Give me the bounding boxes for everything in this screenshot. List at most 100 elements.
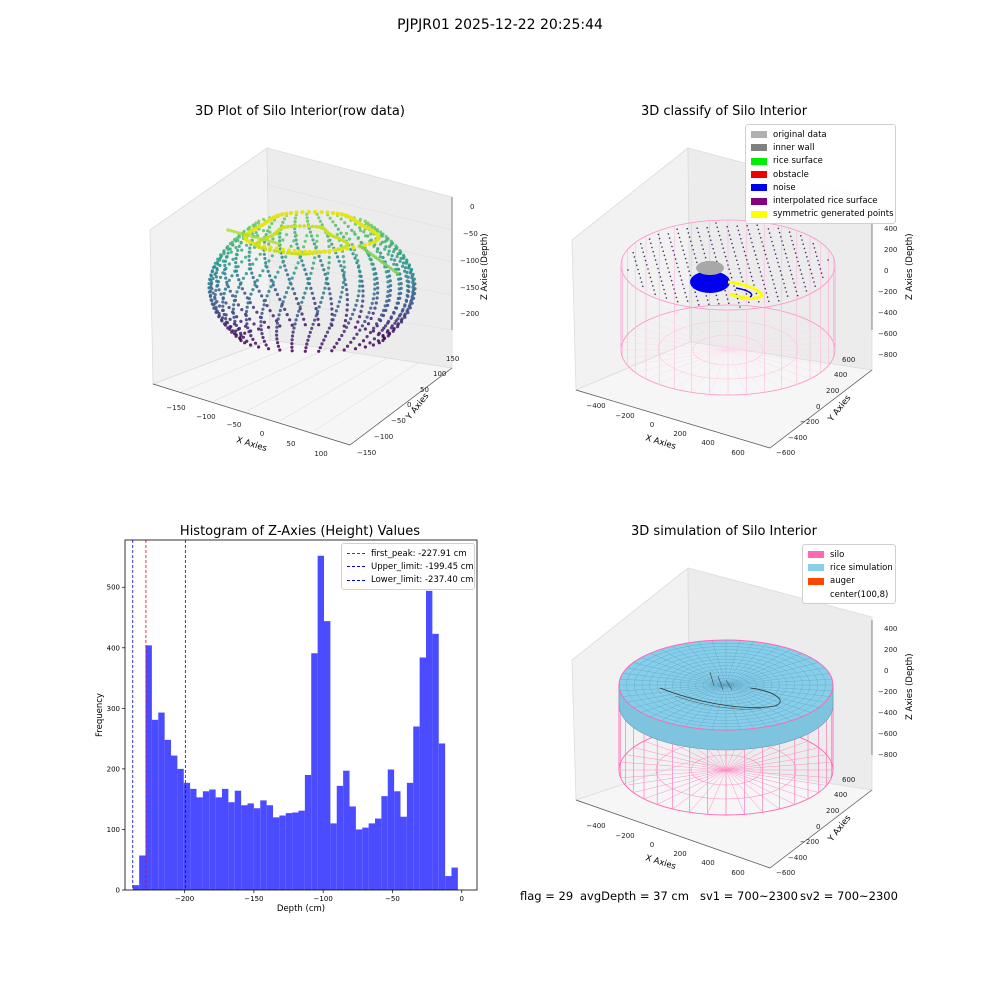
- raw-3d-plot: −150 −100 −50 0 50 100 150 100 50 0 −50 …: [149, 147, 490, 458]
- histogram-bar: [432, 633, 439, 890]
- histogram-bar: [196, 797, 203, 890]
- sim-y-tick: −400: [788, 854, 807, 862]
- classify-y-tick: −600: [776, 449, 795, 457]
- classify-z-tick: −400: [878, 309, 897, 317]
- raw-y-tick: 150: [446, 355, 459, 363]
- histogram-bar: [324, 621, 331, 890]
- histogram-y-tick-label: 0: [116, 887, 120, 895]
- rice-simulation-surface: [618, 639, 834, 751]
- legend-label: center(100,8): [830, 589, 889, 600]
- histogram-bar: [228, 802, 235, 890]
- sim-y-tick: −200: [800, 838, 819, 846]
- histogram-x-tick-label: −100: [314, 895, 333, 903]
- histogram-bar: [273, 817, 280, 890]
- legend-swatch: [751, 144, 767, 152]
- histogram-bar: [400, 816, 407, 890]
- histogram-y-tick-label: 500: [107, 584, 120, 592]
- histogram-x-tick-label: 0: [460, 895, 464, 903]
- noise-cluster: [690, 271, 730, 293]
- classify-x-tick: −400: [586, 402, 605, 410]
- avg-depth-status: avgDepth = 37 cm: [580, 889, 689, 903]
- histogram-y-tick-label: 400: [107, 644, 120, 652]
- raw-z-tick: −100: [460, 257, 479, 265]
- legend-swatch: [808, 591, 824, 599]
- histogram-bar: [183, 782, 191, 890]
- classify-y-tick: 0: [816, 403, 820, 411]
- histogram-bar: [222, 788, 229, 890]
- sim-x-tick: 600: [731, 869, 744, 877]
- legend-entry: center(100,8): [808, 588, 890, 601]
- raw-plot-title: 3D Plot of Silo Interior(row data): [195, 104, 405, 119]
- raw-x-tick: −100: [196, 413, 215, 421]
- histogram-x-ticks: −200 −150 −100 −50 0: [175, 890, 464, 903]
- histogram-bar: [177, 768, 184, 890]
- histogram-bar: [171, 755, 178, 890]
- symmetric-points-cluster: [727, 280, 764, 300]
- histogram-bar: [445, 876, 452, 890]
- classify-clusters: [690, 261, 764, 300]
- histogram-bar: [241, 805, 248, 890]
- sim-y-tick: 200: [826, 807, 839, 815]
- legend-entry: Upper_limit: -199.45 cm: [347, 560, 474, 573]
- histogram-bar: [451, 867, 458, 890]
- sim-z-tick: 400: [884, 625, 897, 633]
- histogram-legend: first_peak: -227.91 cm Upper_limit: -199.…: [341, 543, 475, 590]
- histogram-bar: [336, 785, 344, 890]
- histogram-bar: [234, 790, 242, 890]
- legend-entry: first_peak: -227.91 cm: [347, 547, 469, 560]
- raw-point-cloud: [207, 209, 417, 353]
- legend-label: symmetric generated points: [773, 209, 894, 220]
- raw-x-tick: −50: [227, 421, 242, 429]
- histogram-bar: [413, 726, 420, 890]
- simulation-tick-labels: −400 −200 0 200 400 600 600 400 200 0 −2…: [586, 625, 897, 877]
- classify-x-tick: 400: [701, 439, 714, 447]
- raw-x-tick: 50: [287, 440, 296, 448]
- legend-label: rice simulation: [830, 562, 893, 573]
- histogram-bar: [202, 791, 210, 890]
- legend-entry: silo: [808, 548, 890, 561]
- legend-entry: rice simulation: [808, 561, 893, 574]
- legend-entry: inner wall: [751, 141, 890, 154]
- legend-swatch: [808, 577, 824, 585]
- classify-z-tick: 200: [884, 246, 897, 254]
- flag-status: flag = 29: [520, 889, 574, 903]
- classify-x-tick: −200: [615, 412, 634, 420]
- legend-swatch: [751, 197, 767, 205]
- histogram-bar: [438, 743, 446, 890]
- histogram-chart: −200 −150 −100 −50 0 0 100 200 300 400 500 Depth …: [95, 539, 478, 914]
- histogram-y-tick-label: 300: [107, 705, 120, 713]
- legend-label: noise: [773, 182, 796, 193]
- histogram-x-label: Depth (cm): [277, 904, 325, 914]
- raw-z-tick: −200: [460, 310, 479, 318]
- raw-y-tick: −50: [391, 417, 406, 425]
- sim-x-tick: −200: [615, 832, 634, 840]
- histogram-bar: [260, 800, 267, 890]
- histogram-bar: [406, 782, 414, 890]
- histogram-bar: [419, 657, 427, 890]
- histogram-x-tick-label: −50: [385, 895, 400, 903]
- histogram-bar: [343, 770, 350, 890]
- sim-x-tick: 400: [701, 859, 714, 867]
- histogram-bar: [304, 774, 312, 890]
- sim-z-tick: −200: [878, 688, 897, 696]
- histogram-bar: [247, 803, 254, 890]
- raw-y-tick: 50: [420, 386, 429, 394]
- histogram-bar: [355, 829, 363, 890]
- legend-swatch: [751, 210, 767, 218]
- legend-swatch: [751, 131, 767, 139]
- raw-z-tick: 0: [470, 203, 474, 211]
- legend-entry: interpolated rice surface: [751, 194, 890, 207]
- classify-z-tick: −800: [878, 351, 897, 359]
- raw-z-tick: −150: [460, 284, 479, 292]
- raw-y-tick: −100: [374, 433, 393, 441]
- histogram-bar: [298, 810, 305, 890]
- histogram-bar: [375, 818, 382, 890]
- legend-label: first_peak: -227.91 cm: [371, 548, 467, 559]
- histogram-bar: [190, 788, 197, 890]
- legend-swatch: [347, 579, 365, 581]
- sim-x-tick: 0: [650, 841, 654, 849]
- legend-entry: auger: [808, 575, 890, 588]
- classify-y-tick: 600: [842, 356, 855, 364]
- histogram-bar: [158, 712, 165, 890]
- classify-plot-title: 3D classify of Silo Interior: [640, 104, 808, 119]
